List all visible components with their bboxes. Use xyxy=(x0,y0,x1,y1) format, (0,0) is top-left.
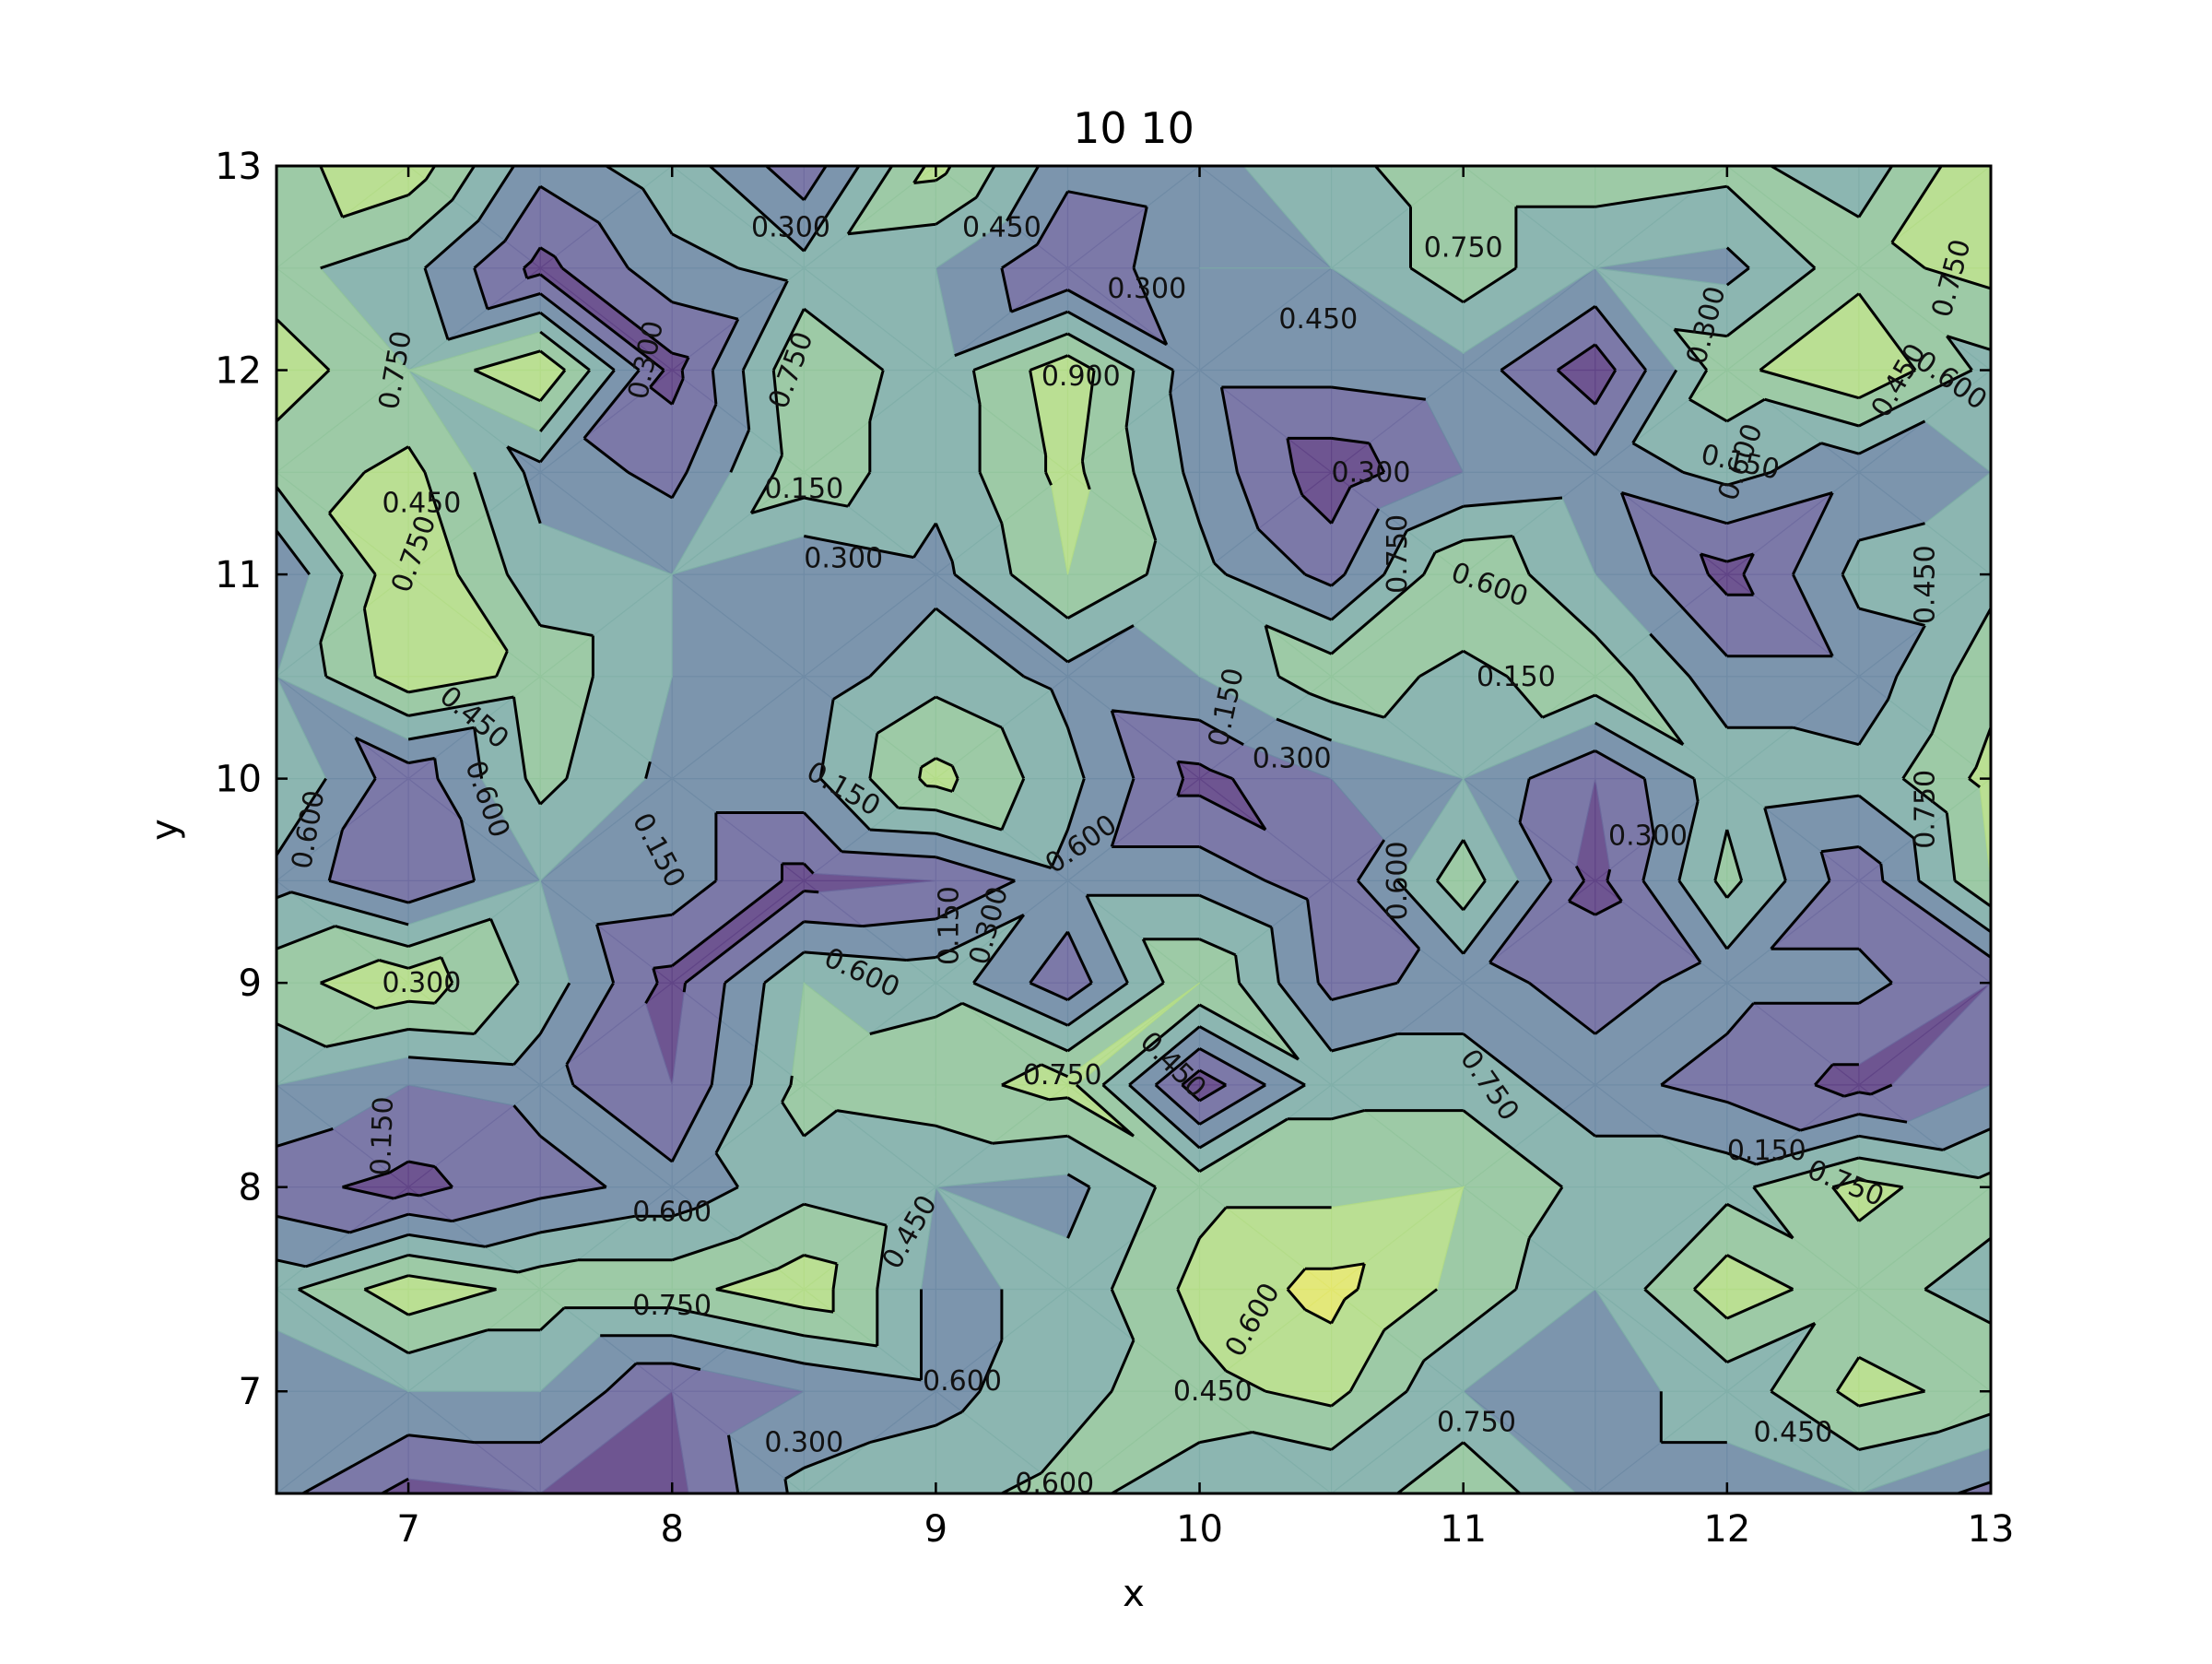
contour-label-12: 0.300 xyxy=(1107,273,1186,305)
y-axis-label: y xyxy=(144,819,186,841)
y-tick-label: 10 xyxy=(215,759,262,801)
contour-label-27: 0.450 xyxy=(382,488,461,520)
contour-line-5 xyxy=(1286,1262,1366,1325)
contour-label-45: 0.750 xyxy=(632,1290,712,1322)
contour-label-14: 0.300 xyxy=(1253,743,1332,775)
contour-label-6: 0.150 xyxy=(934,886,966,965)
contour-label-3: 0.150 xyxy=(1477,661,1556,693)
x-axis-label: x xyxy=(1123,1573,1145,1615)
contour-fills xyxy=(276,166,1991,1493)
y-tick-label: 12 xyxy=(215,350,262,393)
x-tick-label: 10 xyxy=(1176,1508,1223,1551)
contour-label-56: 0.900 xyxy=(1041,360,1121,393)
contour-label-44: 0.750 xyxy=(1023,1059,1102,1092)
contour-label-10: 0.300 xyxy=(382,967,461,999)
x-axis-ticks: 7 8 9 10 11 12 13 xyxy=(396,166,2014,1551)
y-tick-label: 9 xyxy=(239,962,262,1005)
x-tick-label: 9 xyxy=(924,1508,947,1551)
contour-label-19: 0.300 xyxy=(1608,820,1688,853)
x-tick-label: 11 xyxy=(1440,1508,1487,1551)
contour-label-33: 0.600 xyxy=(1015,1468,1094,1500)
contour-label-20: 0.450 xyxy=(1173,1375,1253,1408)
contour-label-9: 0.300 xyxy=(751,212,830,244)
y-tick-label: 7 xyxy=(239,1371,262,1413)
y-tick-label: 11 xyxy=(215,554,262,596)
contour-label-40: 0.600 xyxy=(632,1196,712,1228)
contour-label-36: 0.600 xyxy=(1382,841,1414,920)
y-axis-ticks: 7 8 9 10 11 12 13 xyxy=(215,146,1991,1413)
contour-line-1 xyxy=(276,166,1991,1493)
contour-label-55: 0.750 xyxy=(1910,770,1942,849)
contour-lines xyxy=(276,166,1991,1493)
y-tick-label: 8 xyxy=(239,1167,262,1210)
plot-frame xyxy=(275,164,1993,1495)
contour-label-25: 0.450 xyxy=(1753,1417,1832,1449)
contour-label-31: 0.450 xyxy=(1910,545,1942,624)
x-tick-label: 12 xyxy=(1703,1508,1750,1551)
contour-label-50: 0.750 xyxy=(1382,514,1414,594)
contour-line-0 xyxy=(342,246,1893,1493)
contour-label-16: 0.300 xyxy=(764,1427,843,1459)
contour-label-52: 0.750 xyxy=(1437,1407,1516,1439)
chart-title: 10 10 xyxy=(1073,103,1194,153)
x-tick-label: 7 xyxy=(396,1508,419,1551)
contour-label-32: 0.600 xyxy=(923,1365,1002,1398)
contour-label-15: 0.300 xyxy=(1332,456,1411,489)
x-tick-label: 13 xyxy=(1968,1508,2015,1551)
x-tick-label: 8 xyxy=(661,1508,684,1551)
contour-label-5: 0.150 xyxy=(1727,1135,1806,1167)
contour-label-28: 0.450 xyxy=(962,212,1041,244)
contour-line-3 xyxy=(276,166,1991,1493)
contour-line-4 xyxy=(276,166,1991,1408)
contour-label-30: 0.450 xyxy=(1278,303,1358,336)
contour-label-48: 0.750 xyxy=(1424,232,1503,265)
contour-label-11: 0.300 xyxy=(804,542,883,574)
contour-label-0: 0.150 xyxy=(365,1096,400,1176)
contour-line-2 xyxy=(276,166,1991,1493)
contour-label-7: 0.150 xyxy=(764,473,843,505)
y-tick-label: 13 xyxy=(215,146,262,188)
